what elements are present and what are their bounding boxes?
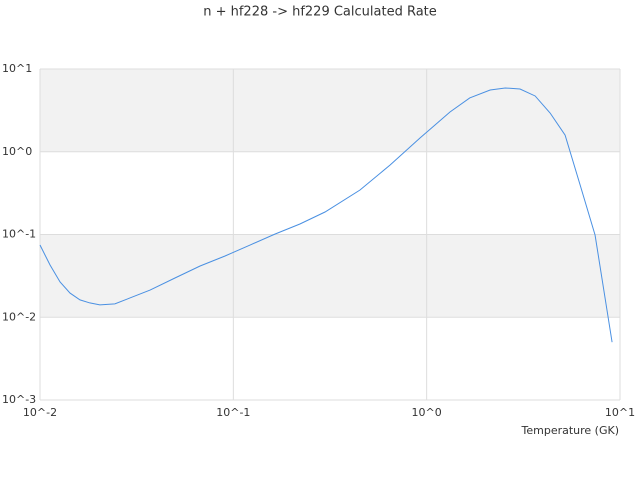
line (39, 87, 613, 343)
x-tick-label: 10^1 (605, 406, 635, 419)
y-tick-label: 10^-2 (2, 310, 36, 323)
chart-title: n + hf228 -> hf229 Calculated Rate (203, 5, 437, 20)
band (40, 69, 620, 152)
y-tick-label: 10^-1 (2, 228, 36, 241)
x-tick-label: 10^-2 (23, 406, 57, 419)
x-tick-label: 10^-1 (216, 406, 250, 419)
y-tick-label: 10^1 (2, 62, 32, 75)
y-tick-label: 10^0 (2, 145, 32, 158)
x-axis-label: Temperature (GK) (521, 424, 620, 437)
x-tick-label: 10^0 (412, 406, 442, 419)
band (40, 234, 620, 318)
y-tick-label: 10^-3 (2, 393, 36, 406)
